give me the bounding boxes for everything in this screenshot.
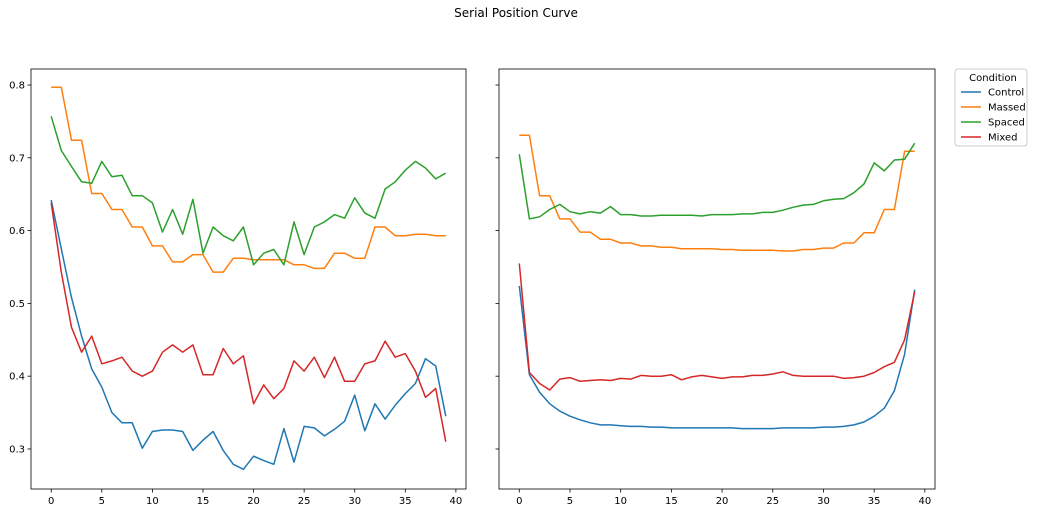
left-panel-axes: 0 5 10 15 20 25 30 35 40 0.3 0.4 0.5 0.6 0.7 0.8 (9, 68, 467, 507)
x-tick-label: 35 (868, 496, 881, 507)
x-tick-label: 0 (516, 496, 522, 507)
figure-title: Serial Position Curve (454, 6, 578, 20)
series-line-mixed (518, 263, 916, 391)
legend-label-control: Control (988, 88, 1024, 99)
x-tick-label: 20 (247, 496, 260, 507)
x-tick-label: 40 (918, 496, 931, 507)
series-line-control (50, 199, 447, 471)
x-tick-label: 30 (348, 496, 361, 507)
x-tick-label: 25 (298, 496, 311, 507)
x-tick-label: 5 (567, 496, 573, 507)
axes-frame (498, 68, 936, 490)
y-tick-label: 0.8 (9, 81, 25, 92)
y-tick-label: 0.5 (9, 299, 25, 310)
series-line-control (518, 285, 916, 430)
y-tick-label: 0.3 (9, 444, 25, 455)
legend-label-mixed: Mixed (988, 133, 1018, 144)
y-tick-label: 0.7 (9, 153, 25, 164)
y-tick-label: 0.6 (9, 226, 25, 237)
series-line-massed (519, 134, 915, 252)
x-tick-label: 15 (665, 496, 678, 507)
series-line-spaced (50, 116, 447, 266)
legend-label-massed: Massed (988, 103, 1026, 114)
x-tick-label: 30 (817, 496, 830, 507)
series-line-mixed (50, 202, 447, 442)
x-tick-label: 25 (766, 496, 779, 507)
y-tick-label: 0.4 (9, 372, 25, 383)
legend: Condition Control Massed Spaced Mixed (954, 68, 1028, 147)
x-tick-label: 40 (450, 496, 463, 507)
x-tick-label: 20 (716, 496, 729, 507)
x-tick-label: 15 (197, 496, 210, 507)
x-tick-label: 10 (614, 496, 627, 507)
legend-label-spaced: Spaced (988, 118, 1025, 129)
legend-title: Condition (969, 73, 1017, 84)
right-panel-axes: 0 5 10 15 20 25 30 35 40 (495, 68, 936, 507)
x-tick-label: 35 (399, 496, 412, 507)
x-tick-label: 10 (146, 496, 159, 507)
x-tick-label: 0 (48, 496, 54, 507)
legend-frame (954, 68, 1028, 147)
series-line-spaced (518, 142, 916, 220)
axes-frame (30, 68, 467, 490)
series-line-massed (51, 86, 446, 273)
x-tick-label: 5 (99, 496, 105, 507)
